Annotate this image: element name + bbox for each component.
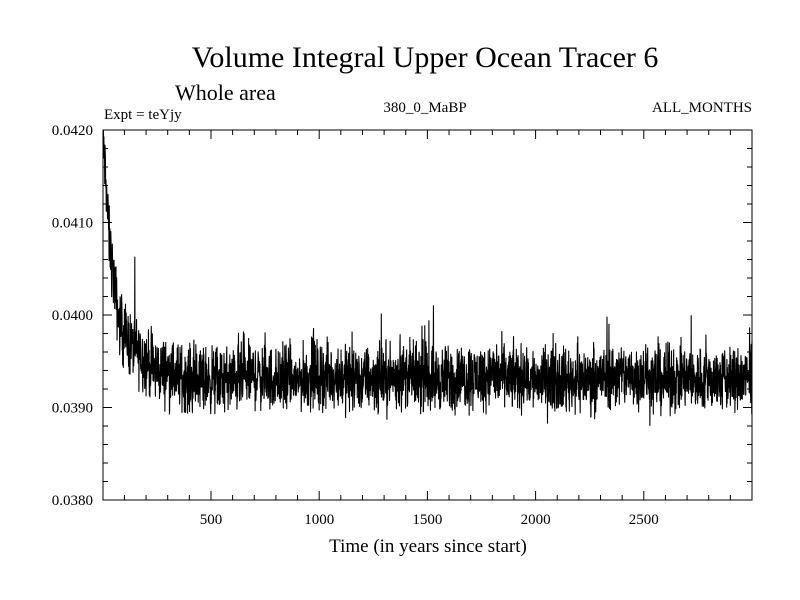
tick-labels: 500 1000 1500 2000 2500 0.0380 0.0390 0.0400 0.0… [52, 123, 659, 528]
x-tick-label: 2500 [629, 512, 659, 528]
y-tick-label: 0.0400 [52, 308, 93, 324]
y-tick-label: 0.0380 [52, 493, 93, 509]
experiment-label: Expt = teYjy [104, 107, 182, 123]
series-line [102, 130, 753, 427]
x-tick-label: 2000 [521, 512, 551, 528]
data-layer [102, 130, 753, 427]
x-axis-label: Time (in years since start) [329, 536, 527, 557]
scenario-label: 380_0_MaBP [383, 100, 466, 116]
x-tick-label: 1000 [304, 512, 334, 528]
chart-subtitle: Whole area [175, 80, 276, 105]
x-tick-label: 500 [200, 512, 223, 528]
y-tick-label: 0.0390 [52, 401, 93, 417]
x-tick-label: 1500 [412, 512, 442, 528]
y-tick-label: 0.0410 [52, 216, 93, 232]
months-label: ALL_MONTHS [652, 100, 752, 116]
y-tick-label: 0.0420 [52, 123, 93, 139]
axes-layer [102, 129, 753, 501]
plot-frame [102, 129, 753, 501]
chart-title: Volume Integral Upper Ocean Tracer 6 [192, 41, 659, 74]
